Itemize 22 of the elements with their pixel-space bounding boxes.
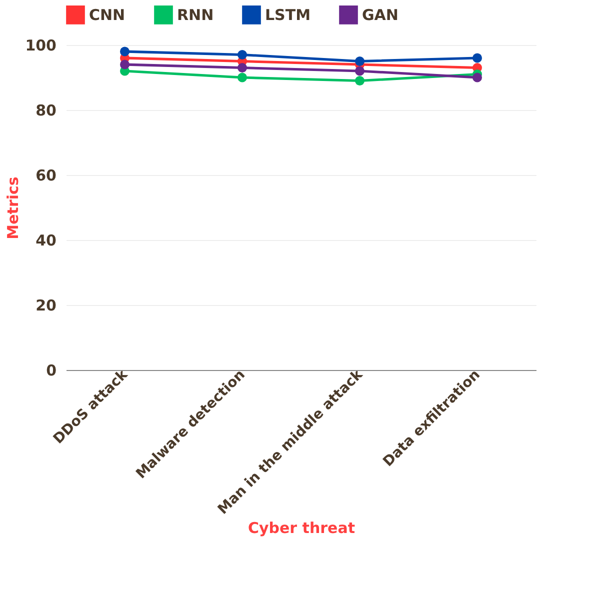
legend-label: GAN	[362, 6, 398, 24]
legend-label: RNN	[177, 6, 214, 24]
y-tick-label: 100	[25, 36, 56, 54]
point	[120, 60, 130, 70]
point	[355, 56, 364, 66]
point	[238, 63, 247, 72]
point	[472, 53, 482, 63]
y-tick-label: 0	[46, 362, 56, 380]
y-axis-title: Metrics	[4, 176, 22, 240]
point	[120, 46, 130, 56]
x-axis-title: Cyber threat	[248, 519, 356, 538]
point	[355, 76, 364, 86]
point	[238, 50, 247, 60]
point	[472, 72, 482, 82]
y-tick-label: 20	[36, 296, 56, 314]
legend-label: CNN	[89, 6, 126, 24]
y-tick-label: 60	[36, 166, 56, 184]
y-tick-label: 80	[36, 102, 56, 120]
point	[355, 66, 364, 76]
legend-label: LSTM	[265, 6, 311, 24]
point	[238, 72, 247, 82]
y-tick-label: 40	[36, 232, 56, 250]
